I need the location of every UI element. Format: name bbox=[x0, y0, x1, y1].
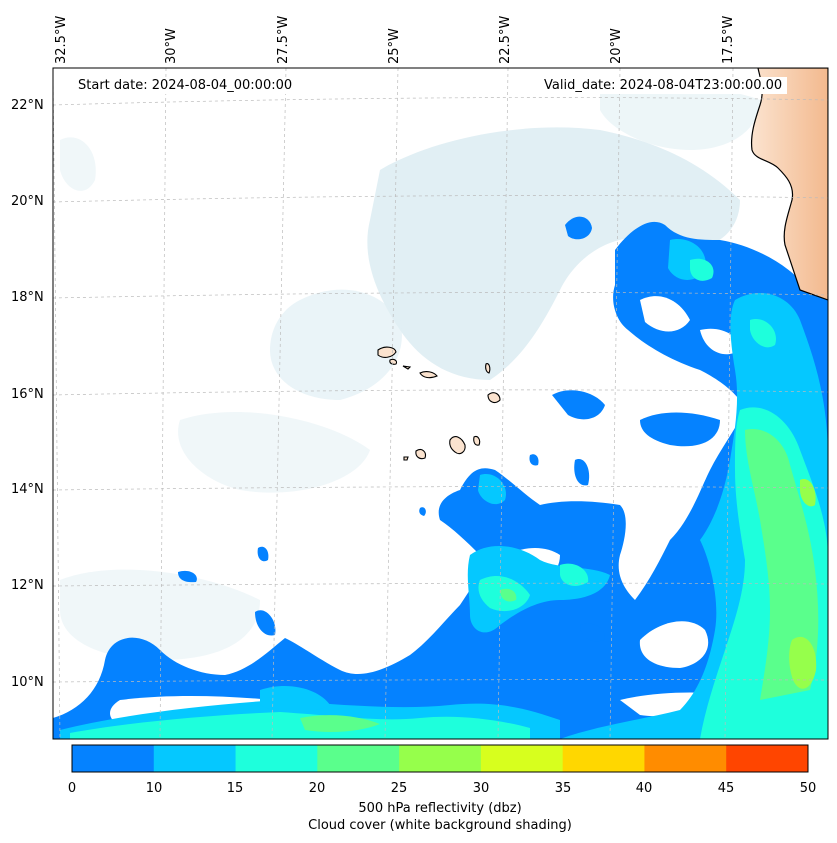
colorbar-swatch bbox=[562, 745, 645, 772]
reflectivity-10dbz-area bbox=[53, 216, 828, 739]
lat-tick-label: 14°N bbox=[11, 482, 44, 497]
start-date-label: Start date: 2024-08-04_00:00:00 bbox=[73, 77, 298, 94]
colorbar bbox=[72, 745, 809, 772]
lon-tick-label: 17.5°W bbox=[721, 15, 736, 64]
colorbar-tick: 35 bbox=[554, 781, 572, 796]
colorbar-tick: 30 bbox=[472, 781, 490, 796]
reflectivity-25dbz-area bbox=[300, 429, 819, 732]
graticule bbox=[52, 67, 829, 740]
lat-tick-label: 20°N bbox=[11, 194, 44, 209]
lon-tick-label: 25°W bbox=[387, 28, 402, 64]
colorbar-swatch bbox=[153, 745, 237, 772]
colorbar-tick: 40 bbox=[635, 781, 653, 796]
colorbar-swatch bbox=[726, 745, 809, 772]
africa-landmass bbox=[750, 68, 828, 301]
lon-tick-label: 20°W bbox=[609, 28, 624, 64]
lat-tick-label: 12°N bbox=[11, 578, 44, 593]
colorbar-tick: 0 bbox=[67, 781, 77, 796]
colorbar-title: 500 hPa reflectivity (dbz) bbox=[358, 801, 522, 816]
colorbar-tick: 10 bbox=[145, 781, 163, 796]
map-frame bbox=[52, 67, 829, 740]
lat-tick-label: 22°N bbox=[11, 98, 44, 113]
colorbar-tick: 45 bbox=[717, 781, 735, 796]
valid-date-label: Valid_date: 2024-08-04T23:00:00.00 bbox=[539, 77, 788, 94]
colorbar-tick: 25 bbox=[390, 781, 408, 796]
colorbar-subtitle: Cloud cover (white background shading) bbox=[308, 818, 572, 833]
colorbar-swatch bbox=[235, 745, 318, 772]
reflectivity-30dbz-area bbox=[789, 479, 817, 689]
cloud-cover-shading bbox=[60, 84, 760, 660]
colorbar-tick: 50 bbox=[799, 781, 817, 796]
lon-tick-label: 27.5°W bbox=[276, 15, 291, 64]
lon-tick-label: 30°W bbox=[164, 28, 179, 64]
lat-tick-label: 18°N bbox=[11, 290, 44, 305]
colorbar-frame bbox=[71, 744, 809, 773]
cape-verde-islands bbox=[377, 346, 501, 461]
lon-tick-label: 32.5°W bbox=[54, 15, 69, 64]
lon-tick-label: 22.5°W bbox=[498, 15, 513, 64]
colorbar-tick: 20 bbox=[308, 781, 326, 796]
colorbar-swatch bbox=[399, 745, 482, 772]
colorbar-swatch bbox=[317, 745, 400, 772]
colorbar-swatch bbox=[644, 745, 727, 772]
colorbar-swatch bbox=[480, 745, 564, 772]
lat-tick-label: 10°N bbox=[11, 675, 44, 690]
colorbar-tick: 15 bbox=[226, 781, 244, 796]
colorbar-swatch bbox=[72, 745, 155, 772]
lat-tick-label: 16°N bbox=[11, 387, 44, 402]
